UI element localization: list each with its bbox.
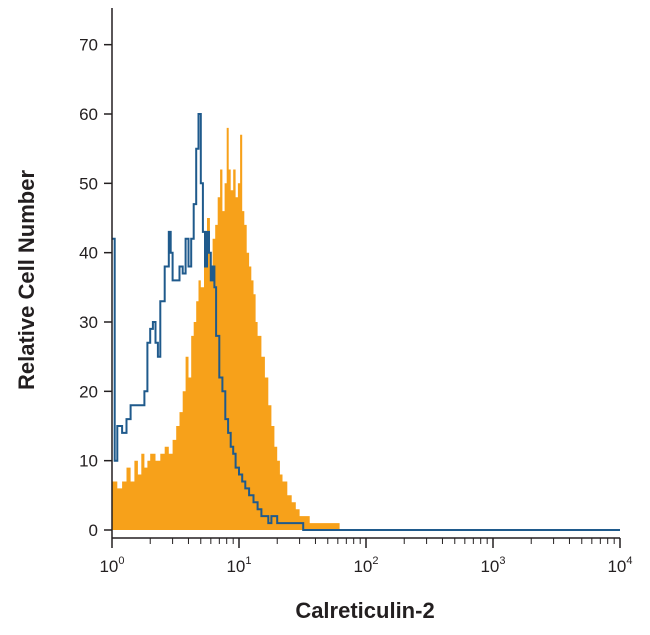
y-tick-label: 60 <box>79 105 98 124</box>
x-tick-exponent: 1 <box>245 555 251 567</box>
x-tick-label: 104 <box>607 555 632 576</box>
x-axis-label: Calreticulin-2 <box>295 598 434 623</box>
x-tick-exponent: 2 <box>372 555 378 567</box>
series-filled-histogram <box>112 127 340 531</box>
series-layer <box>112 113 620 531</box>
x-tick-exponent: 3 <box>499 555 505 567</box>
x-tick-label: 103 <box>480 555 505 576</box>
x-tick-label: 100 <box>99 555 124 576</box>
y-tick-label: 10 <box>79 452 98 471</box>
y-tick-label: 20 <box>79 382 98 401</box>
x-tick-label: 101 <box>226 555 251 576</box>
x-tick-label: 102 <box>353 555 378 576</box>
y-tick-label: 0 <box>89 521 98 540</box>
y-tick-label: 70 <box>79 36 98 55</box>
x-tick-exponent: 0 <box>118 555 124 567</box>
y-tick-label: 40 <box>79 244 98 263</box>
series-outline-histogram <box>112 113 620 531</box>
y-tick-label: 30 <box>79 313 98 332</box>
x-tick-exponent: 4 <box>626 555 632 567</box>
y-tick-label: 50 <box>79 174 98 193</box>
y-axis-label: Relative Cell Number <box>14 170 39 391</box>
